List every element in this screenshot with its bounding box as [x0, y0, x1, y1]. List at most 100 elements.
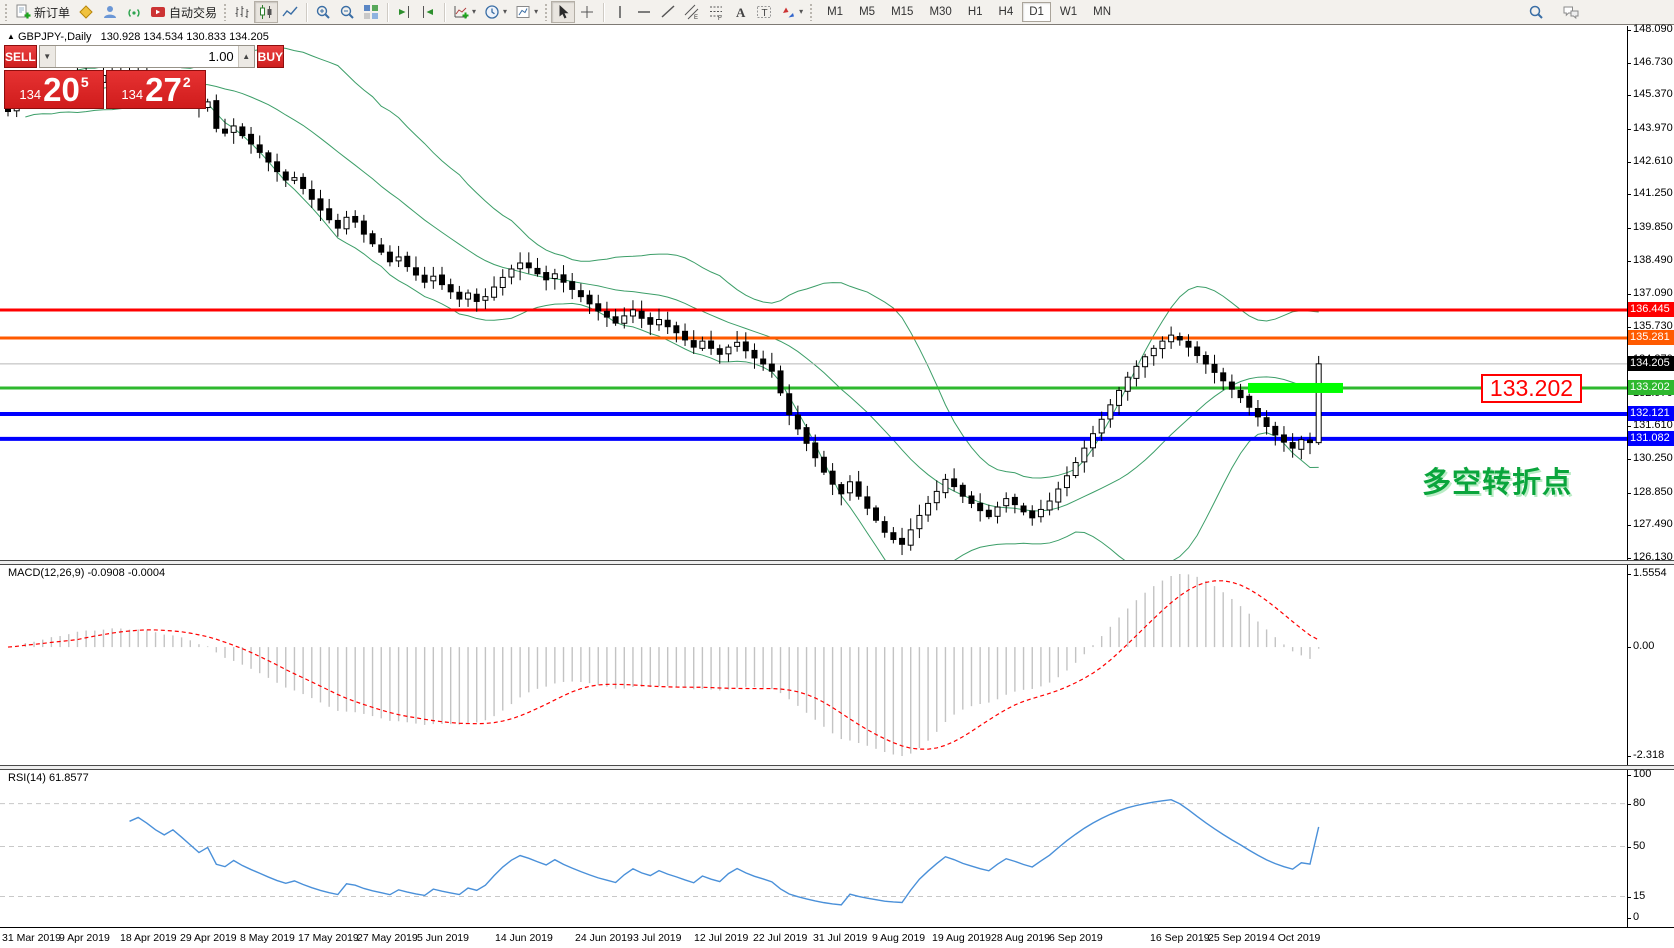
- vertical-line-button[interactable]: [608, 1, 632, 23]
- macd-pane-canvas[interactable]: [0, 565, 1627, 763]
- auto-scroll-button[interactable]: [392, 1, 416, 23]
- candle-body: [1211, 363, 1218, 373]
- timeframe-m15-button[interactable]: M15: [884, 2, 920, 22]
- chat-button[interactable]: [1558, 1, 1584, 23]
- candle-body: [1176, 336, 1183, 341]
- rsi-line: [129, 798, 1320, 906]
- volume-increase-button[interactable]: ▲: [237, 46, 254, 67]
- timeframe-w1-button[interactable]: W1: [1053, 2, 1084, 22]
- arrows-dropdown[interactable]: ▾: [776, 1, 807, 23]
- text-button[interactable]: A: [728, 1, 752, 23]
- new-order-button[interactable]: 新订单: [11, 1, 74, 23]
- rsi-tick-label: 50: [1633, 839, 1646, 852]
- timeframe-m1-button[interactable]: M1: [820, 2, 850, 22]
- svg-text:A: A: [736, 5, 746, 20]
- cursor-button[interactable]: [551, 1, 576, 23]
- timeframe-h1-button[interactable]: H1: [961, 2, 990, 22]
- candle-body: [352, 215, 359, 223]
- bollinger-lower-band: [25, 98, 1319, 560]
- highlight-zone-bar[interactable]: [1248, 382, 1343, 393]
- candle-body: [1159, 340, 1166, 350]
- collapse-arrow-icon[interactable]: ▲: [7, 32, 15, 41]
- signals-button[interactable]: [122, 1, 146, 23]
- search-button[interactable]: [1524, 1, 1548, 23]
- candle-body: [213, 100, 220, 129]
- trendline-button[interactable]: [656, 1, 680, 23]
- line-chart-button[interactable]: [278, 1, 302, 23]
- toolbar-grip[interactable]: [544, 3, 550, 21]
- volume-decrease-button[interactable]: ▼: [39, 46, 56, 67]
- ask-pip-digit: 2: [182, 74, 191, 90]
- candle-body: [942, 478, 949, 494]
- rsi-tick-label: 0: [1633, 911, 1640, 923]
- toolbar-grip[interactable]: [809, 3, 815, 21]
- candle-body: [899, 537, 906, 545]
- pane-separator[interactable]: [0, 765, 1674, 770]
- date-label: 3 Jul 2019: [633, 932, 682, 944]
- timeframe-h4-button[interactable]: H4: [992, 2, 1021, 22]
- timeframe-mn-button[interactable]: MN: [1086, 2, 1118, 22]
- toolbar-grip[interactable]: [223, 3, 229, 21]
- candle-body: [1081, 447, 1088, 463]
- date-label: 31 Mar 2019: [2, 932, 61, 944]
- timeframe-d1-button[interactable]: D1: [1022, 2, 1051, 22]
- candle-body: [1150, 347, 1157, 357]
- macd-tick-mark: [1627, 574, 1631, 575]
- candle-body: [708, 340, 715, 349]
- main-chart-canvas[interactable]: [0, 26, 1627, 560]
- templates-dropdown[interactable]: ▾: [511, 1, 542, 23]
- price-tick-label: 135.730: [1633, 320, 1673, 333]
- zoom-out-button[interactable]: [335, 1, 359, 23]
- crosshair-button[interactable]: [575, 1, 599, 23]
- price-tick-mark: [1627, 30, 1631, 31]
- toolbar-grip[interactable]: [4, 3, 9, 21]
- sell-button[interactable]: SELL: [4, 45, 37, 68]
- volume-control: ▼ ▲: [38, 45, 255, 68]
- periods-dropdown[interactable]: ▾: [480, 1, 511, 23]
- macd-tick-mark: [1627, 647, 1631, 649]
- price-tick-mark: [1627, 95, 1631, 97]
- date-label: 16 Sep 2019: [1150, 932, 1210, 944]
- fibonacci-button[interactable]: F: [704, 1, 728, 23]
- candle-body: [447, 284, 454, 293]
- date-label: 24 Jun 2019: [575, 932, 633, 944]
- autotrading-button[interactable]: 自动交易: [146, 1, 221, 23]
- candle-body: [1124, 376, 1131, 392]
- timeframe-m5-button[interactable]: M5: [852, 2, 882, 22]
- buy-button[interactable]: BUY: [256, 45, 285, 68]
- candle-body: [1228, 381, 1235, 390]
- pane-separator[interactable]: [0, 560, 1674, 565]
- rsi-label: RSI(14) 61.8577: [8, 772, 89, 784]
- timeframe-m30-button[interactable]: M30: [922, 2, 958, 22]
- rsi-pane-canvas[interactable]: [0, 770, 1627, 926]
- candle-body: [864, 496, 871, 509]
- community-button[interactable]: [98, 1, 122, 23]
- candle-body: [1029, 510, 1036, 519]
- candle-body: [734, 341, 741, 347]
- candle-body: [951, 478, 958, 488]
- volume-input[interactable]: [55, 46, 238, 67]
- candle-body: [838, 484, 845, 495]
- bar-chart-button[interactable]: [230, 1, 254, 23]
- candle-body: [1090, 433, 1096, 449]
- autotrading-label: 自动交易: [169, 5, 218, 20]
- price-tick-mark: [1627, 129, 1631, 131]
- candle-body: [612, 316, 619, 324]
- horizontal-line-button[interactable]: [632, 1, 656, 23]
- candle-body: [412, 267, 419, 276]
- candle-body: [569, 281, 576, 290]
- ohlc-readout: 130.928 134.534 130.833 134.205: [100, 31, 269, 43]
- equidistant-channel-button[interactable]: E: [680, 1, 704, 23]
- text-label-button[interactable]: T: [752, 1, 776, 23]
- candlestick-button[interactable]: [254, 1, 279, 23]
- market-button[interactable]: [74, 1, 98, 23]
- zoom-in-button[interactable]: [311, 1, 335, 23]
- tile-windows-button[interactable]: [359, 1, 383, 23]
- candle-body: [239, 126, 246, 137]
- date-axis[interactable]: 31 Mar 2019 9 Apr 2019 18 Apr 2019 29 Apr 2…: [0, 929, 1674, 948]
- chart-shift-button[interactable]: [416, 1, 440, 23]
- candle-body: [308, 189, 315, 200]
- macd-tick-label: -2.318: [1633, 749, 1665, 761]
- indicators-dropdown[interactable]: ▾: [449, 1, 480, 23]
- candle-body: [430, 275, 437, 282]
